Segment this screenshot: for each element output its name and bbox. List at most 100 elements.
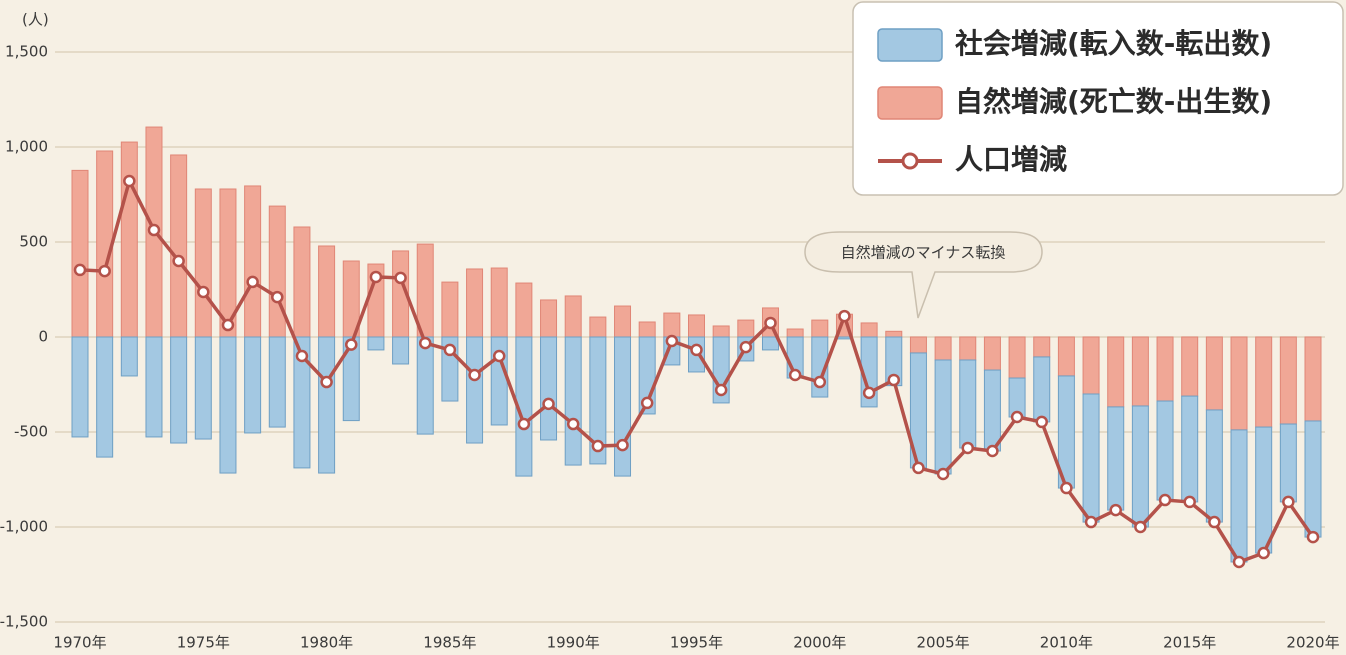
line-point — [616, 438, 629, 452]
bar — [1205, 409, 1223, 523]
bar — [194, 188, 212, 338]
line-point — [468, 368, 481, 382]
bar — [293, 336, 311, 469]
line-point — [418, 336, 432, 350]
bar — [885, 330, 903, 338]
bar — [959, 336, 977, 361]
line-point — [345, 338, 358, 351]
bar — [638, 321, 656, 338]
bar — [120, 141, 138, 338]
bar — [1156, 336, 1174, 402]
x-tick-label: 1985年 — [423, 634, 476, 652]
bar — [909, 336, 927, 354]
bar — [416, 336, 434, 435]
bar — [712, 325, 730, 338]
y-tick-label: 1,000 — [5, 138, 48, 156]
bar — [268, 336, 286, 428]
line-point — [566, 417, 580, 431]
line-point — [591, 439, 605, 453]
line-point — [172, 254, 185, 268]
bar — [589, 316, 607, 338]
bar — [564, 336, 582, 466]
bar — [219, 336, 237, 474]
x-tick-label: 2020年 — [1286, 634, 1339, 652]
line-point — [838, 309, 851, 323]
line-point — [1134, 520, 1147, 534]
bar — [466, 336, 484, 444]
line-point — [912, 461, 925, 475]
line-point — [764, 316, 777, 330]
line-point — [320, 375, 333, 389]
bar — [318, 245, 336, 338]
bar — [170, 336, 188, 444]
bar — [1255, 336, 1273, 428]
legend-label: 社会増減(転入数-転出数) — [955, 27, 1272, 60]
bar — [392, 336, 410, 365]
bar — [441, 281, 459, 338]
line-point — [246, 275, 259, 289]
line-point — [221, 318, 235, 332]
bar — [342, 336, 360, 422]
bar — [1082, 393, 1100, 523]
bar — [1230, 429, 1248, 563]
line-point — [862, 386, 876, 400]
line-point — [1060, 481, 1073, 495]
bar — [614, 305, 632, 338]
line-point — [1010, 410, 1024, 424]
line-point — [197, 285, 210, 299]
bar — [490, 267, 508, 338]
line-point — [714, 383, 728, 397]
y-tick-label: 0 — [38, 328, 48, 346]
legend-swatch — [901, 152, 919, 170]
line-point — [517, 417, 531, 431]
line-point — [295, 349, 309, 363]
line-point — [788, 368, 802, 382]
line-point — [271, 290, 284, 304]
bar — [1131, 405, 1149, 528]
y-tick-label: 1,500 — [5, 43, 48, 61]
bar — [170, 154, 188, 338]
bar — [860, 322, 878, 338]
bar — [1082, 336, 1100, 395]
bar — [1107, 336, 1125, 408]
bar — [959, 359, 977, 449]
bar — [1033, 336, 1051, 358]
bar — [1181, 336, 1199, 397]
bar — [761, 336, 779, 351]
line-point — [123, 174, 136, 188]
bar — [1304, 420, 1322, 538]
line-point — [1035, 415, 1048, 429]
y-tick-label: -1,000 — [0, 518, 48, 536]
bar — [515, 282, 533, 338]
legend-label: 人口増減 — [955, 143, 1067, 176]
callout-bubble — [804, 231, 1043, 319]
legend-swatch — [877, 86, 943, 120]
bar — [540, 336, 558, 441]
line-point — [369, 270, 383, 284]
bar — [614, 336, 632, 477]
line-point — [936, 467, 950, 481]
bar — [71, 169, 89, 338]
bar — [983, 336, 1001, 371]
x-tick-label: 1990年 — [547, 634, 600, 652]
y-tick-label: -500 — [14, 423, 48, 441]
line-point — [1208, 515, 1221, 529]
legend-label: 自然増減(死亡数-出生数) — [955, 85, 1272, 118]
bar — [688, 314, 705, 338]
line-point — [1306, 530, 1320, 544]
legend-box — [852, 1, 1344, 196]
bar — [194, 336, 212, 440]
bar — [1181, 395, 1199, 503]
line-point — [492, 349, 506, 363]
bar — [1131, 336, 1149, 407]
bar — [737, 319, 755, 338]
bar — [1107, 406, 1125, 511]
x-tick-label: 1980年 — [300, 634, 353, 652]
line-point — [443, 343, 457, 357]
line-point — [887, 373, 901, 387]
bar — [1255, 426, 1273, 554]
bar — [120, 336, 138, 377]
bar — [983, 369, 1001, 452]
bar — [934, 359, 952, 475]
bar — [318, 336, 336, 474]
